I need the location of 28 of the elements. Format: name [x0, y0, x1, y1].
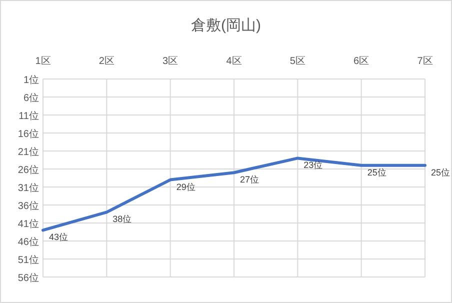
y-tick-label: 6位: [23, 92, 39, 104]
data-label: 43位: [49, 232, 68, 242]
y-tick-label: 26位: [18, 164, 39, 176]
y-tick-label: 11位: [18, 110, 39, 122]
data-label: 25位: [367, 167, 386, 178]
y-tick-label: 31位: [18, 182, 39, 194]
x-tick-label: 4区: [226, 56, 242, 67]
x-tick-label: 2区: [98, 56, 114, 67]
y-tick-label: 21位: [18, 146, 39, 158]
y-tick-label: 36位: [18, 200, 39, 212]
y-tick-label: 41位: [18, 218, 39, 230]
data-label: 25位: [431, 167, 450, 178]
data-label: 23位: [304, 160, 323, 170]
y-tick-label: 1位: [23, 74, 39, 86]
data-label: 38位: [112, 214, 132, 224]
data-label: 27位: [240, 174, 260, 185]
y-tick-label: 46位: [18, 236, 39, 248]
data-label: 29位: [176, 182, 196, 192]
y-tick-label: 56位: [18, 272, 39, 284]
chart-title: 倉敷(岡山): [191, 17, 261, 34]
x-tick-label: 6区: [354, 56, 370, 67]
x-tick-label: 5区: [290, 56, 306, 67]
x-tick-label: 1区: [35, 56, 51, 67]
y-tick-label: 16位: [18, 128, 39, 140]
x-tick-label: 3区: [162, 56, 178, 67]
y-tick-label: 51位: [18, 254, 39, 266]
x-tick-label: 7区: [417, 56, 433, 67]
line-series: [42, 156, 426, 232]
